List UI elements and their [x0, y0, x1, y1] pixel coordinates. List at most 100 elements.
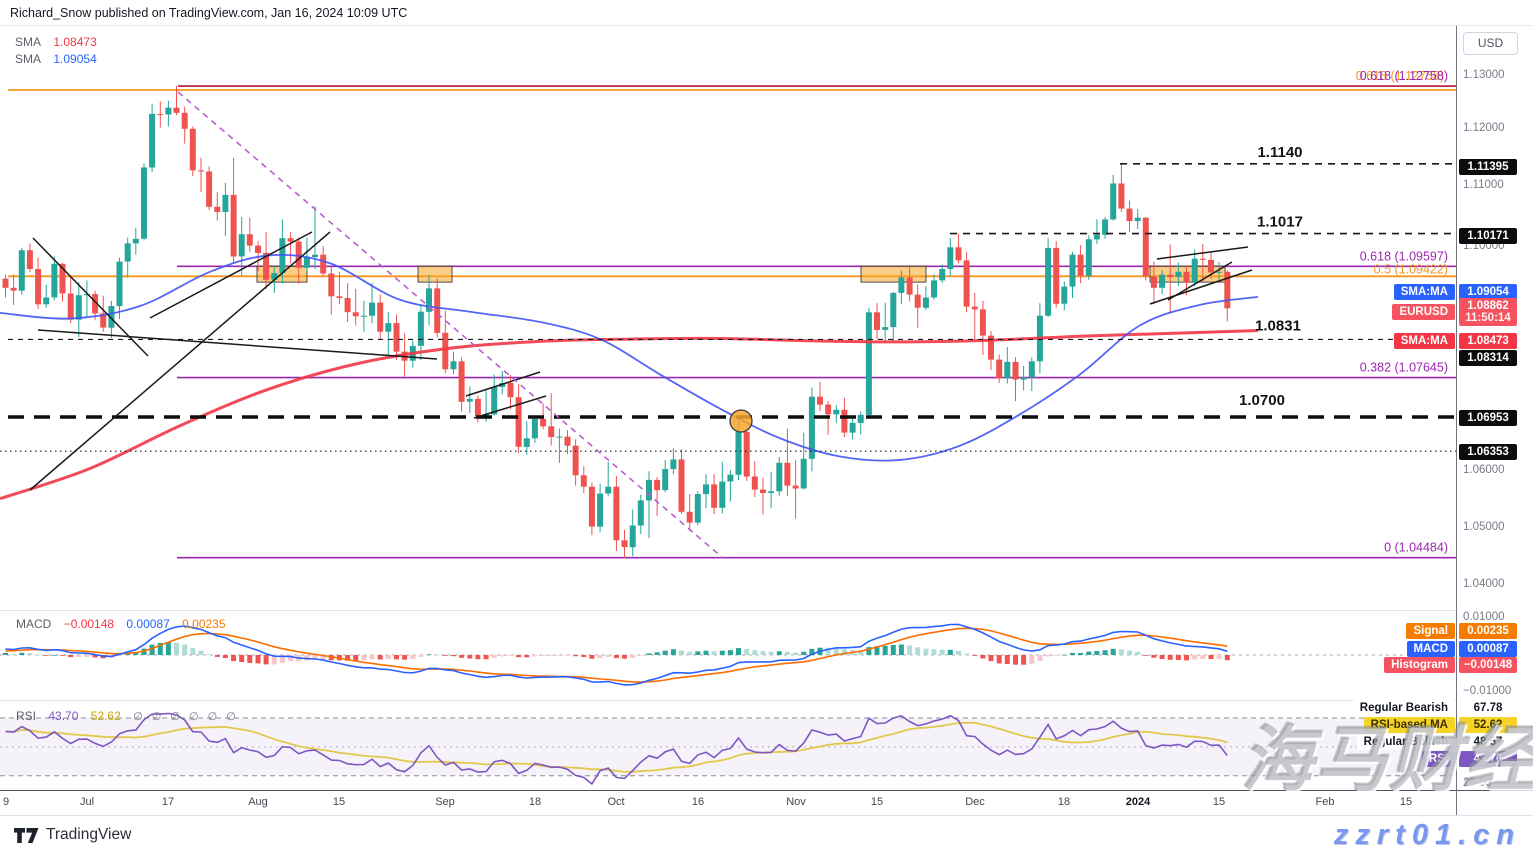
candle: [352, 288, 359, 326]
axis-price-tag: 0.00235: [1459, 623, 1517, 639]
time-tick-label: 15: [1399, 796, 1413, 808]
axis-price-tag: 1.09054: [1459, 284, 1517, 300]
rsi-hidden-values: ∅ ∅ ∅ ∅ ∅ ∅: [133, 711, 239, 723]
time-tick-label: 15: [870, 796, 884, 808]
candle: [833, 405, 840, 423]
candle: [637, 494, 644, 534]
candle: [662, 459, 669, 493]
time-axis[interactable]: 9 Jul 17 Aug 15 Sep 18 Oct 16 Nov 15 Dec 18 2024 15 Feb…: [0, 790, 1533, 815]
macd-pane: [0, 623, 1456, 686]
candle: [947, 238, 954, 277]
chart-canvas[interactable]: 0.618 (1.12758)0.618 (1.12758) 0.618 (1.0…: [0, 26, 1456, 790]
candle: [613, 475, 620, 552]
candle: [857, 411, 864, 435]
candle: [1216, 262, 1223, 281]
svg-text:0.5 (1.09422): 0.5 (1.09422): [1374, 262, 1448, 276]
candle: [808, 387, 815, 472]
trendline: [149, 231, 313, 319]
time-tick-label: 2024: [1125, 796, 1151, 808]
candle: [1061, 281, 1068, 310]
rsi-pane: [0, 712, 1456, 786]
candle: [18, 247, 25, 295]
candle: [1126, 200, 1133, 232]
series-name-tag: EURUSD: [1392, 304, 1455, 320]
footer-bar: TradingView: [0, 815, 1533, 857]
macd-histogram: [3, 642, 1230, 665]
sma-50-line: [0, 253, 1259, 462]
sma-label: SMA: [15, 35, 42, 49]
svg-text:1.1017: 1.1017: [1257, 214, 1303, 231]
price-indicator-legend: SMA 1.08473 SMA 1.09054: [15, 34, 106, 68]
candle: [1102, 217, 1109, 239]
candle: [588, 482, 595, 536]
trendlines-layer[interactable]: [29, 91, 1253, 559]
candle: [963, 251, 970, 313]
time-tick-label: 15: [1212, 796, 1226, 808]
rsi-label: RSI: [16, 709, 37, 723]
candle: [255, 241, 261, 271]
candle: [556, 428, 563, 463]
candle: [1053, 241, 1060, 308]
candle: [1134, 209, 1141, 230]
candle: [1093, 219, 1100, 244]
currency-toggle-button[interactable]: USD: [1463, 32, 1518, 55]
time-tick-label: Dec: [965, 796, 985, 808]
rsi-ma-value: 52.62: [90, 709, 121, 723]
candle: [157, 101, 164, 128]
macd-signal-value: 0.00235: [182, 617, 226, 631]
axis-price-tag: 1.06353: [1459, 444, 1517, 460]
axis-tick-label: 1.06000: [1463, 464, 1505, 476]
candle: [654, 477, 661, 516]
svg-text:1.0831: 1.0831: [1255, 317, 1301, 334]
candle: [214, 192, 221, 221]
candle: [450, 351, 457, 375]
candle: [531, 415, 538, 443]
candle: [10, 274, 17, 305]
candle: [922, 286, 929, 310]
candle: [865, 307, 872, 419]
trendline: [37, 329, 438, 360]
candle: [743, 428, 750, 481]
price-axis[interactable]: 1.13000 1.12000 1.11000 1.10000 1.06000 1.050…: [1457, 26, 1533, 815]
axis-price-tag: 67.78: [1473, 702, 1503, 714]
candle: [1150, 261, 1157, 305]
candle: [996, 354, 1003, 383]
candle: [768, 471, 775, 509]
candle: [621, 530, 628, 558]
svg-text:1.0700: 1.0700: [1239, 392, 1285, 409]
candle: [670, 448, 677, 475]
candle: [141, 163, 147, 241]
candle: [882, 302, 889, 344]
candle: [678, 449, 685, 515]
axis-price-tag: 1.06953: [1459, 410, 1517, 426]
candle: [35, 257, 42, 309]
zone-box: [860, 265, 927, 283]
series-name-tag: Histogram: [1384, 657, 1455, 673]
candle: [898, 270, 905, 305]
candle: [238, 217, 245, 276]
candle: [564, 430, 571, 455]
candle: [776, 457, 783, 496]
candle: [1142, 217, 1149, 281]
candle: [51, 256, 58, 301]
candle: [1175, 262, 1182, 287]
candle: [1077, 245, 1084, 284]
series-name-tag: Signal: [1406, 623, 1455, 639]
candle: [874, 303, 880, 340]
candle: [988, 331, 994, 370]
time-tick-label: Aug: [248, 796, 268, 808]
tradingview-logo-icon: [14, 827, 39, 843]
candle: [206, 166, 213, 210]
rsi-legend: RSI 43.70 52.62 ∅ ∅ ∅ ∅ ∅ ∅: [16, 709, 248, 723]
svg-text:0 (1.04484): 0 (1.04484): [1384, 541, 1448, 555]
candle: [914, 284, 921, 328]
candle: [246, 217, 253, 252]
candle: [694, 491, 701, 526]
rsi-ma-line: [5, 721, 1228, 773]
candles-layer: [2, 86, 1231, 558]
series-name-tag: MACD: [1406, 641, 1455, 657]
time-tick-label: 18: [528, 796, 542, 808]
tradingview-logo[interactable]: TradingView: [14, 826, 131, 844]
candle: [523, 421, 530, 455]
trendline: [1156, 246, 1249, 260]
